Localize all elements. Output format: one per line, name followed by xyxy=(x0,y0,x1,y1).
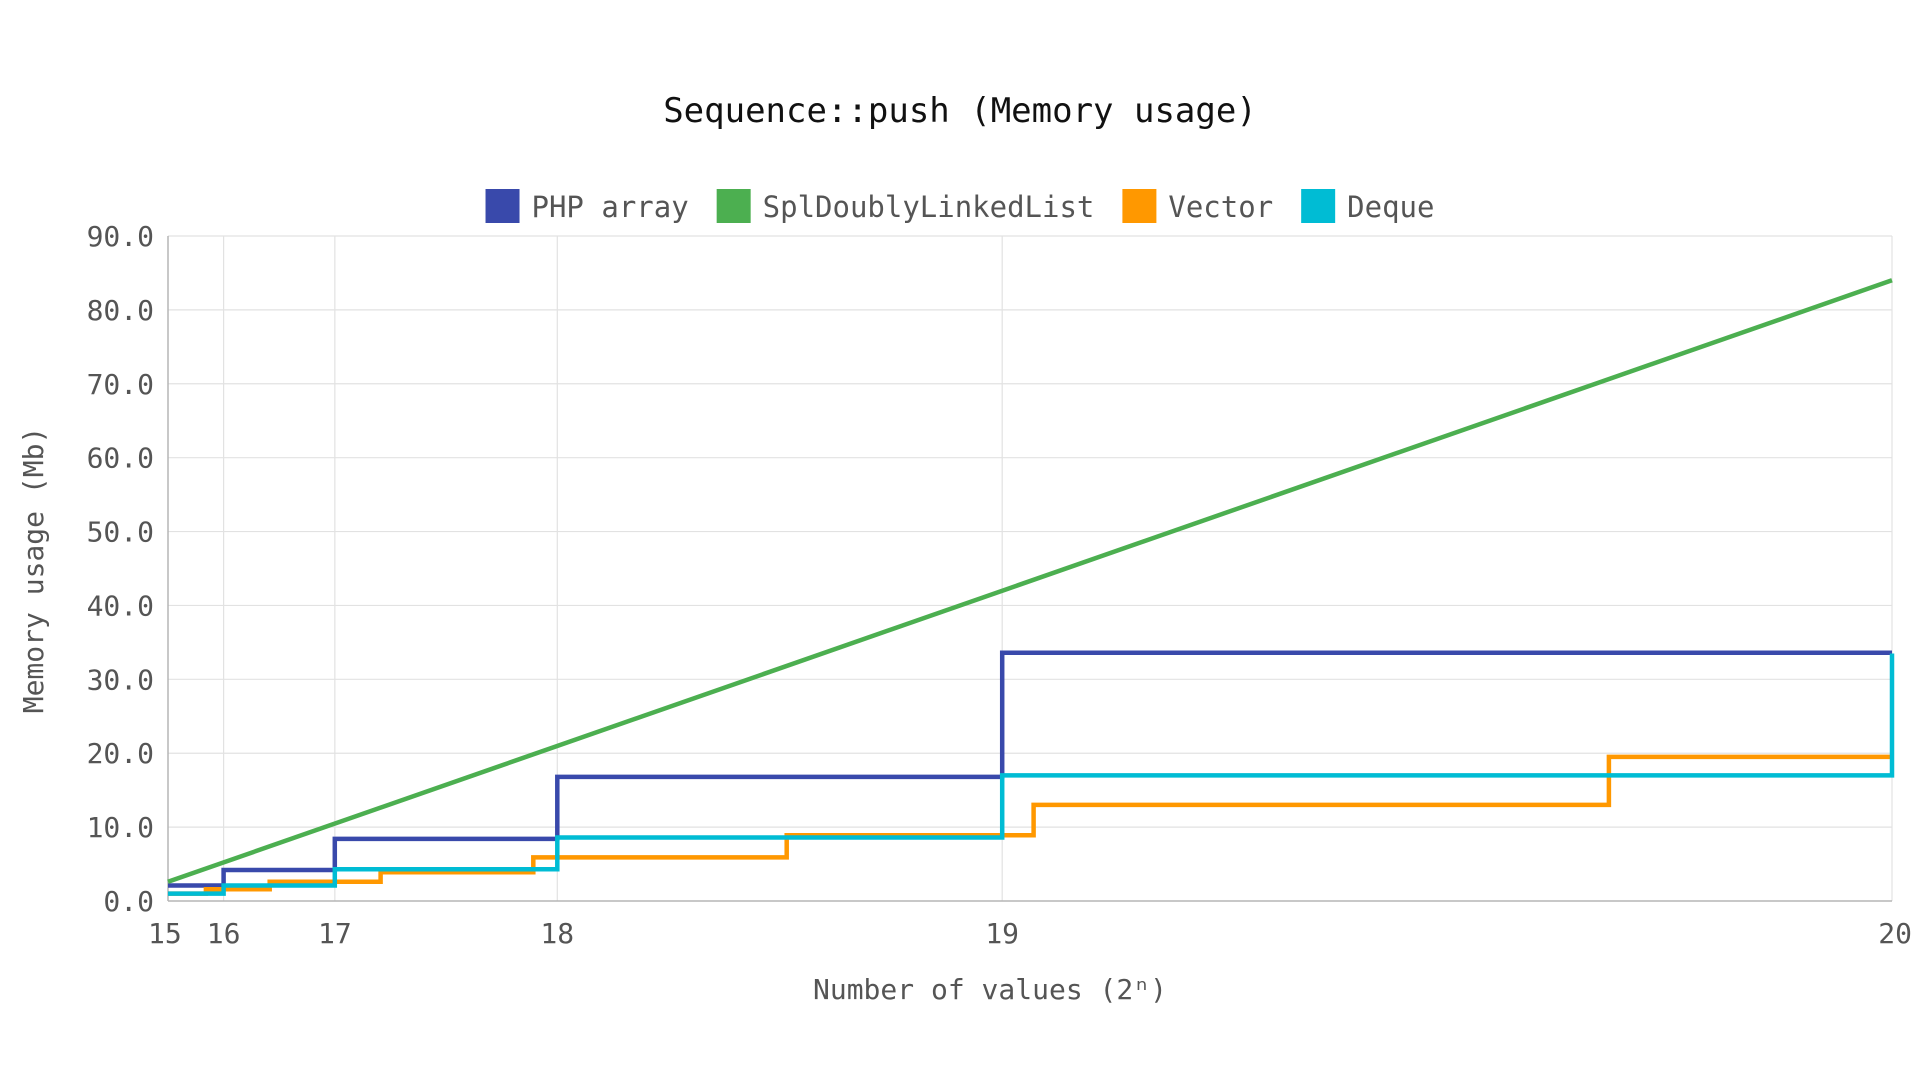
legend-swatch xyxy=(716,189,751,223)
y-tick-label: 80.0 xyxy=(87,294,154,327)
y-tick-label: 40.0 xyxy=(87,589,154,622)
chart-title: Sequence::push (Memory usage) xyxy=(663,91,1257,131)
legend-label: Vector xyxy=(1168,190,1273,224)
series-line-vector xyxy=(168,754,1892,896)
x-tick-label: 16 xyxy=(207,917,241,950)
legend-label: SplDoublyLinkedList xyxy=(763,190,1095,224)
y-tick-label: 50.0 xyxy=(87,516,154,549)
x-tick-label: 18 xyxy=(540,917,574,950)
x-tick-label: 17 xyxy=(318,917,352,950)
axes: 0.0 10.0 20.0 30.0 40.0 50.0 60.0 70.0 80.0 90.0 1… xyxy=(87,220,1912,950)
legend-swatch xyxy=(485,189,520,223)
grid xyxy=(168,235,1893,901)
legend-swatch xyxy=(1301,189,1336,223)
x-tick-label: 20 xyxy=(1878,917,1912,950)
y-tick-label: 20.0 xyxy=(87,737,154,770)
x-axis-label: Number of values (2ⁿ) xyxy=(813,973,1167,1006)
legend-item-spldoublylinkedlist[interactable]: SplDoublyLinkedList xyxy=(716,189,1095,224)
series-line-php-array xyxy=(168,650,1892,888)
series-line-deque xyxy=(168,653,1895,896)
y-tick-label: 70.0 xyxy=(87,368,154,401)
legend-item-deque[interactable]: Deque xyxy=(1301,189,1434,224)
y-axis-label: Memory usage (Mb) xyxy=(17,427,50,714)
y-tick-label: 0.0 xyxy=(103,885,154,918)
legend: PHP array SplDoublyLinkedList Vector Deque xyxy=(485,189,1434,224)
series-lines xyxy=(167,278,1895,896)
legend-label: PHP array xyxy=(532,190,689,224)
series-line-spldoublylinkedlist xyxy=(167,278,1893,884)
legend-item-vector[interactable]: Vector xyxy=(1122,189,1273,224)
x-tick-label: 19 xyxy=(985,917,1019,950)
y-tick-label: 60.0 xyxy=(87,442,154,475)
legend-swatch xyxy=(1122,189,1157,223)
legend-item-php-array[interactable]: PHP array xyxy=(485,189,689,224)
legend-label: Deque xyxy=(1347,190,1434,224)
x-tick-label: 15 xyxy=(148,917,182,950)
y-tick-label: 90.0 xyxy=(87,220,154,253)
y-tick-label: 10.0 xyxy=(87,811,154,844)
y-tick-label: 30.0 xyxy=(87,663,154,696)
